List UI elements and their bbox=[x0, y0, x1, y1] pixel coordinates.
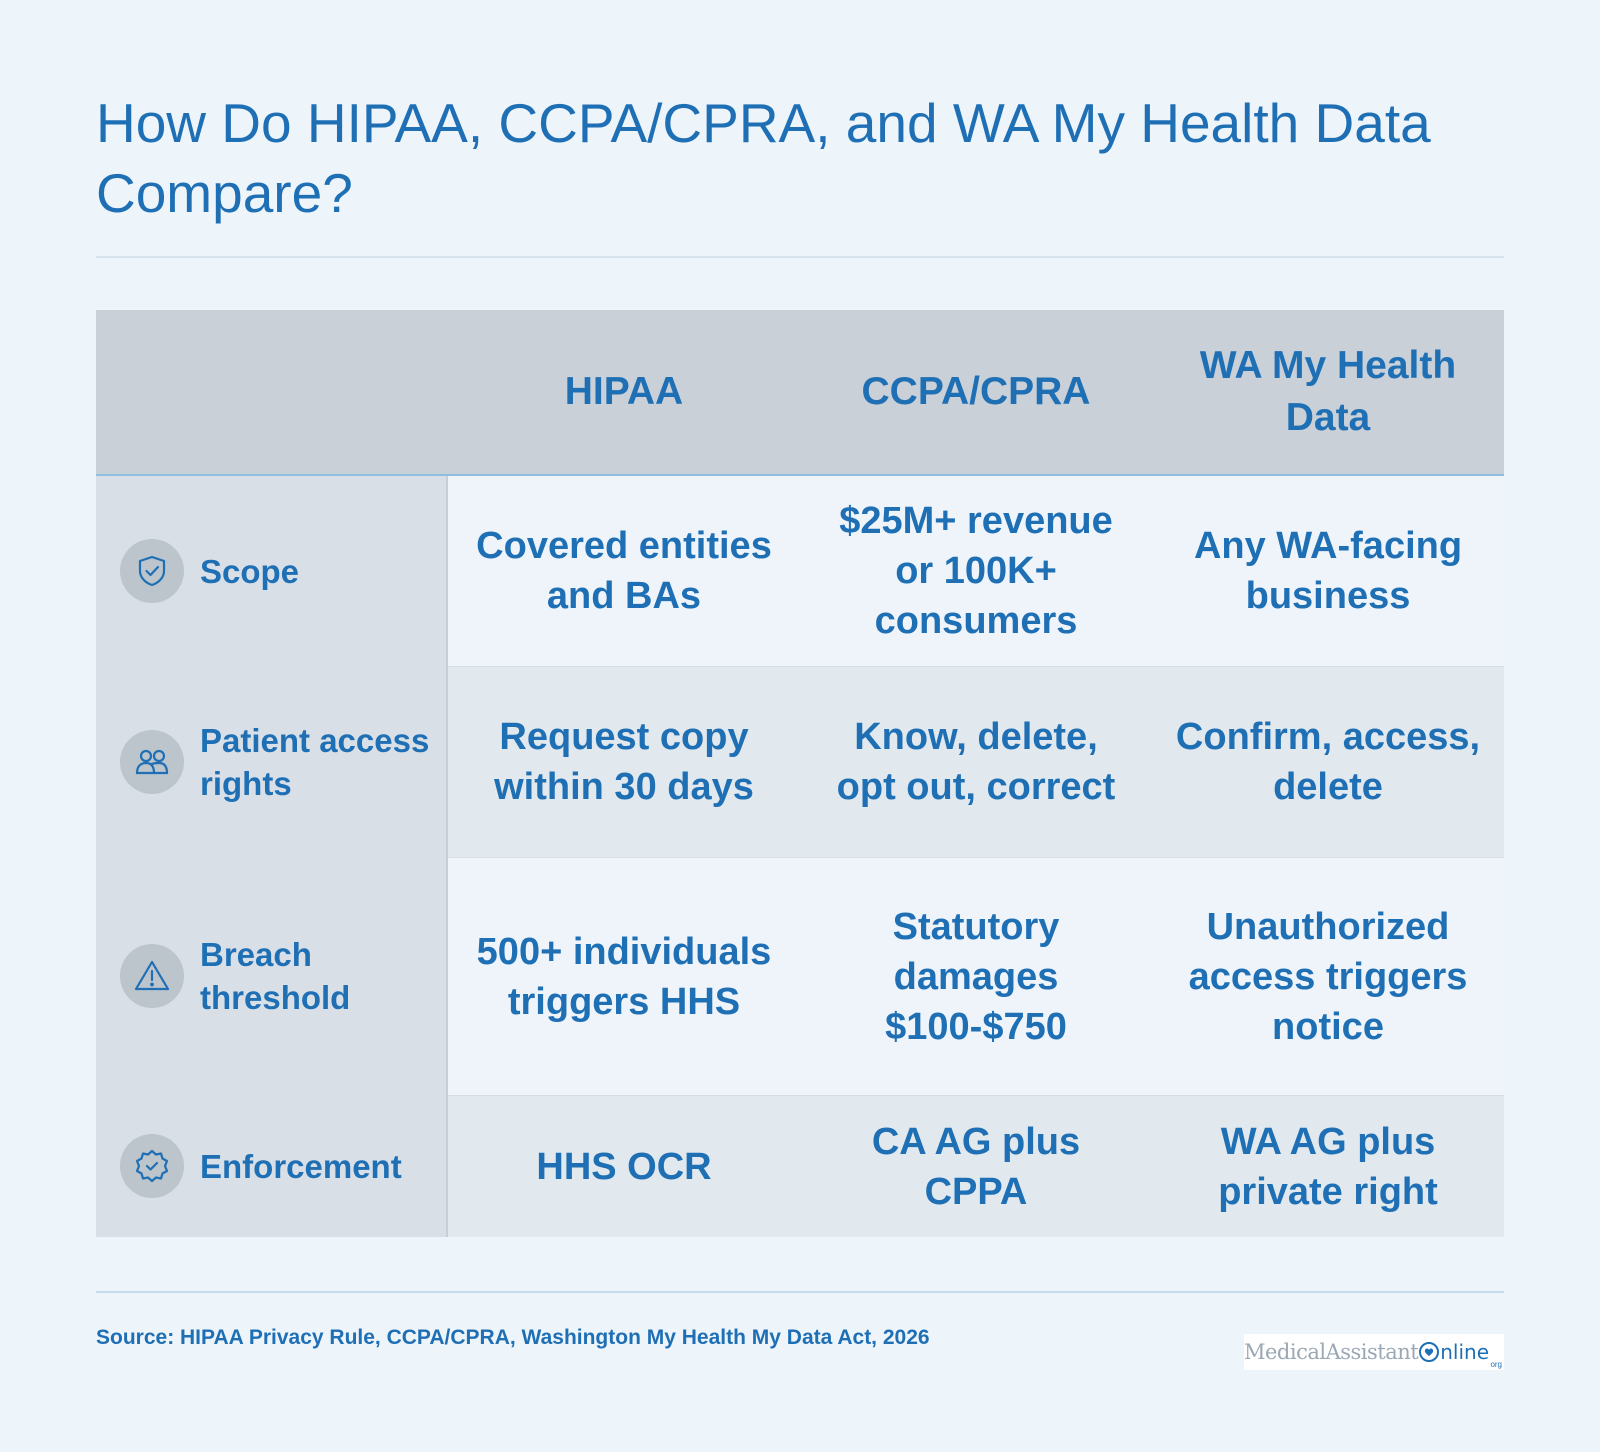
cell-enforcement-hipaa: HHS OCR bbox=[536, 1145, 712, 1188]
row-label-text: Patient access rights bbox=[200, 721, 430, 802]
row-label-breach: Breach threshold bbox=[96, 857, 448, 1095]
cell-access-ccpa: Know, delete, opt out, correct bbox=[836, 716, 1116, 808]
cell-breach-ccpa: Statutory damages $100-$750 bbox=[885, 905, 1067, 1048]
comparison-table: HIPAA CCPA/CPRA WA My Health Data Scope … bbox=[96, 310, 1504, 1237]
cell-breach-hipaa: 500+ individuals triggers HHS bbox=[476, 930, 772, 1023]
row-label-text: Breach threshold bbox=[200, 936, 351, 1016]
badge-check-icon bbox=[120, 1134, 184, 1198]
row-label-text: Enforcement bbox=[200, 1147, 402, 1185]
shield-check-icon bbox=[120, 539, 184, 603]
row-label-enforcement: Enforcement bbox=[96, 1095, 448, 1237]
row-label-access-rights: Patient access rights bbox=[96, 666, 448, 857]
header-corner bbox=[96, 310, 448, 474]
warning-triangle-icon bbox=[120, 944, 184, 1008]
page-title: How Do HIPAA, CCPA/CPRA, and WA My Healt… bbox=[96, 92, 1431, 224]
table-row-scope: Scope Covered entities and BAs $25M+ rev… bbox=[96, 476, 1504, 666]
cell-enforcement-wa: WA AG plus private right bbox=[1218, 1120, 1438, 1213]
brand-logo: MedicalAssistant nline org bbox=[1244, 1334, 1504, 1370]
cell-breach-wa: Unauthorized access triggers notice bbox=[1188, 905, 1468, 1048]
source-note: Source: HIPAA Privacy Rule, CCPA/CPRA, W… bbox=[96, 1326, 930, 1349]
column-header-ccpa: CCPA/CPRA bbox=[861, 370, 1091, 413]
users-icon bbox=[120, 729, 184, 794]
row-label-text: Scope bbox=[200, 552, 300, 590]
table-row-enforcement: Enforcement HHS OCR CA AG plus CPPA WA A… bbox=[96, 1095, 1504, 1237]
row-label-scope: Scope bbox=[96, 476, 448, 666]
logo-wordmark: MedicalAssistant bbox=[1244, 1340, 1419, 1364]
cell-access-wa: Confirm, access, delete bbox=[1175, 716, 1481, 808]
cell-access-hipaa: Request copy within 30 days bbox=[494, 716, 754, 808]
footer-divider bbox=[96, 1291, 1504, 1293]
logo-online: nline bbox=[1440, 1340, 1490, 1364]
cell-enforcement-ccpa: CA AG plus CPPA bbox=[871, 1120, 1081, 1213]
cell-scope-hipaa: Covered entities and BAs bbox=[476, 525, 772, 617]
heart-icon bbox=[1418, 1341, 1440, 1363]
table-row-breach: Breach threshold 500+ individuals trigge… bbox=[96, 857, 1504, 1095]
logo-org: org bbox=[1490, 1360, 1502, 1369]
cell-scope-wa: Any WA-facing business bbox=[1193, 525, 1463, 617]
cell-scope-ccpa: $25M+ revenue or 100K+ consumers bbox=[839, 500, 1113, 642]
title-divider bbox=[96, 256, 1504, 258]
column-header-hipaa: HIPAA bbox=[564, 370, 684, 413]
table-header: HIPAA CCPA/CPRA WA My Health Data bbox=[96, 310, 1504, 476]
column-header-wa: WA My Health Data bbox=[1199, 344, 1457, 439]
table-row-access-rights: Patient access rights Request copy withi… bbox=[96, 666, 1504, 857]
